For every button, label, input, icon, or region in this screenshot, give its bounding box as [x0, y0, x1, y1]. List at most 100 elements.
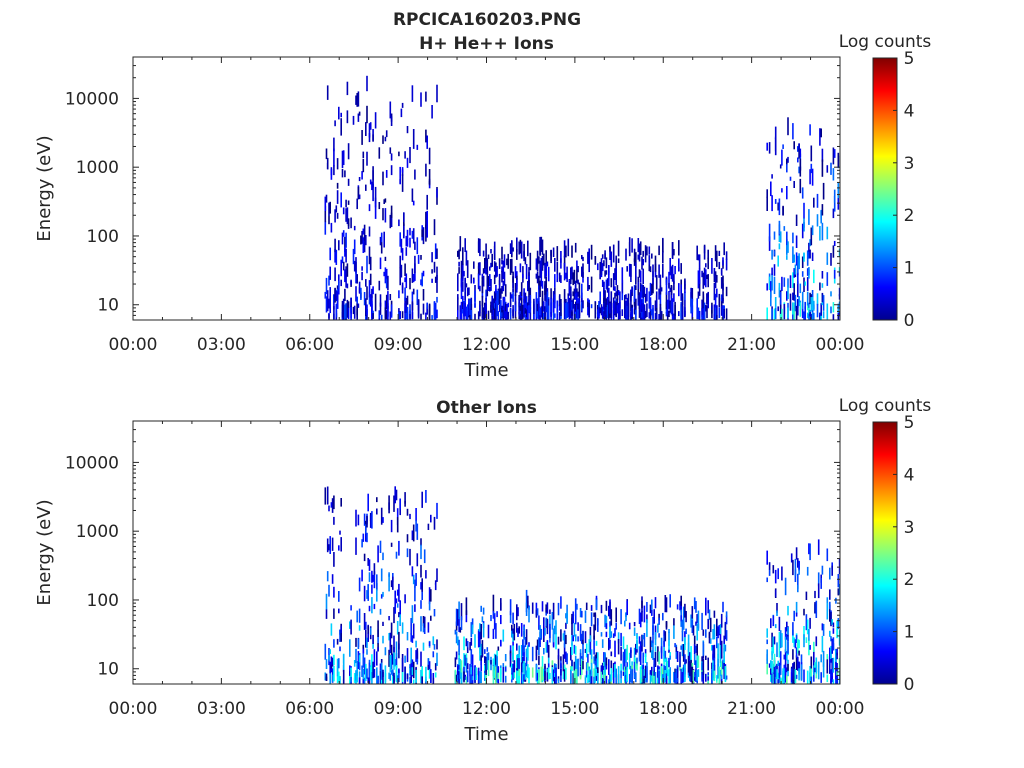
data-cell [394, 659, 396, 667]
data-cell [707, 657, 709, 671]
data-cell [399, 232, 401, 247]
data-cell [525, 648, 528, 658]
data-cell [605, 298, 608, 307]
data-cell [512, 305, 514, 317]
data-cell [415, 573, 417, 586]
data-cell [383, 231, 385, 248]
data-cell [392, 576, 394, 590]
data-cell [324, 291, 327, 299]
data-cell [379, 236, 382, 246]
data-cell [389, 101, 392, 119]
data-cell [830, 253, 832, 266]
data-cell [570, 301, 572, 314]
data-cell [385, 278, 388, 289]
data-cell [406, 648, 409, 663]
y-tick-label: 1000 [76, 522, 119, 542]
data-cell [401, 311, 404, 319]
data-cell [658, 617, 660, 625]
data-cell [477, 630, 480, 648]
data-cell [363, 677, 366, 684]
data-cell [479, 238, 481, 257]
data-cell [636, 663, 638, 671]
data-cell [417, 254, 420, 264]
data-cell [358, 608, 361, 623]
data-cell [527, 595, 529, 609]
data-cell [826, 252, 829, 265]
data-cell [617, 666, 620, 684]
data-cell [819, 128, 821, 146]
data-cell [458, 652, 460, 659]
data-cell [626, 666, 628, 682]
data-cell [357, 303, 360, 308]
data-cell [801, 256, 804, 268]
data-cell [546, 306, 549, 320]
data-cell [603, 661, 605, 679]
data-cell [369, 179, 372, 185]
data-cell [684, 278, 686, 290]
data-cell [331, 674, 334, 683]
data-cell [336, 638, 339, 645]
data-cell [491, 309, 493, 315]
data-cell [333, 306, 335, 320]
data-cell [485, 298, 487, 312]
data-cell [469, 642, 471, 651]
data-cell [426, 226, 428, 238]
data-cell [420, 669, 422, 684]
data-cell [377, 545, 379, 563]
data-cell [610, 278, 613, 288]
data-cell [724, 644, 727, 652]
data-cell [462, 301, 464, 309]
data-cell [420, 564, 422, 578]
data-cell [384, 307, 387, 320]
data-cell [646, 602, 648, 612]
data-cell [464, 277, 466, 288]
x-tick-label: 00:00 [816, 699, 865, 719]
data-cell [538, 615, 540, 630]
data-cell [641, 311, 643, 318]
data-cell [644, 293, 647, 303]
data-cell [601, 662, 604, 675]
data-cell [641, 634, 643, 652]
data-cell [668, 640, 670, 651]
data-cell [410, 660, 412, 675]
data-cell [829, 656, 831, 674]
data-cell [695, 645, 697, 653]
data-cell [806, 670, 809, 684]
data-cell [422, 227, 425, 245]
data-cell [669, 655, 671, 660]
data-cell [399, 614, 401, 625]
data-cell [676, 667, 679, 684]
data-cell [635, 285, 637, 290]
data-cell [671, 312, 674, 320]
data-cell [389, 311, 392, 320]
data-cell [512, 247, 514, 252]
data-cell [643, 286, 646, 298]
data-cell [338, 671, 340, 682]
data-cell [482, 268, 485, 274]
data-cell [382, 552, 384, 561]
data-cell [590, 244, 593, 260]
data-cell [409, 548, 411, 566]
data-cell [813, 269, 815, 284]
data-cell [814, 662, 816, 673]
data-cell [797, 638, 799, 654]
data-cell [431, 252, 433, 263]
data-cell [416, 523, 419, 540]
data-cell [681, 672, 684, 683]
data-cell [691, 606, 694, 611]
data-cell [498, 273, 501, 286]
data-cell [396, 621, 399, 635]
data-cell [500, 288, 502, 299]
data-cell [659, 289, 662, 306]
data-cell [655, 275, 658, 290]
data-cell [770, 281, 772, 298]
data-cell [549, 672, 551, 679]
data-cell [563, 643, 566, 659]
data-cell [371, 584, 373, 594]
data-cell [395, 489, 398, 501]
data-cell [816, 214, 819, 227]
data-cell [703, 267, 706, 286]
data-cell [340, 112, 342, 118]
data-cell [336, 190, 339, 204]
data-cell [668, 271, 670, 288]
